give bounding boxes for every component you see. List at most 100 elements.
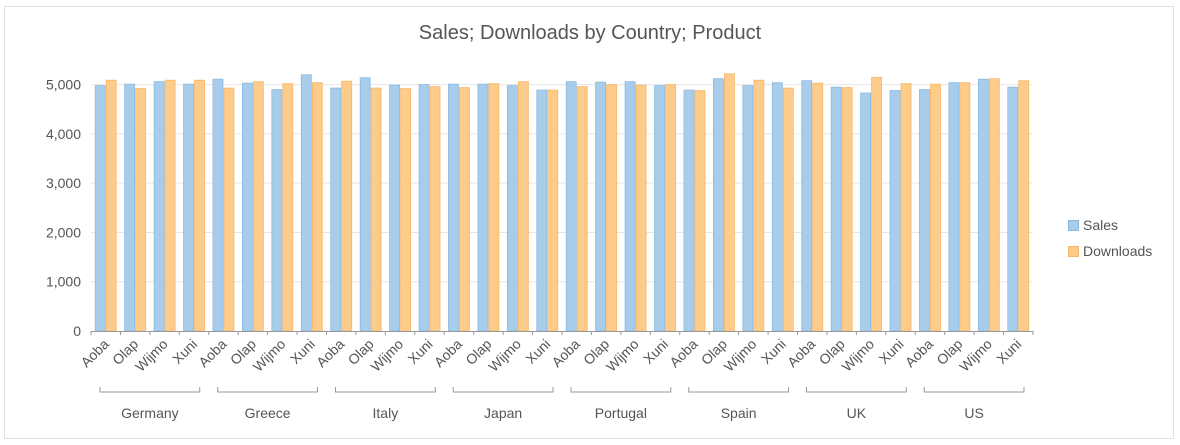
group-bracket <box>688 387 789 393</box>
bar-sales[interactable] <box>212 78 224 332</box>
bar-sales[interactable] <box>153 81 165 332</box>
bar-downloads[interactable] <box>841 87 853 332</box>
bar-downloads[interactable] <box>547 89 559 332</box>
x-tick-label: Aoba <box>548 336 583 371</box>
group-bracket <box>923 387 1025 393</box>
bar-downloads[interactable] <box>635 84 647 332</box>
bar-downloads[interactable] <box>753 79 765 332</box>
bar-sales[interactable] <box>242 82 253 332</box>
bar-sales[interactable] <box>713 78 724 332</box>
bar-sales[interactable] <box>742 85 754 332</box>
legend-item-sales[interactable]: Sales <box>1068 212 1152 238</box>
bar-sales[interactable] <box>183 83 194 332</box>
bar-sales[interactable] <box>771 82 783 332</box>
bar-downloads[interactable] <box>253 81 264 332</box>
group-bracket <box>806 387 907 393</box>
bar-sales[interactable] <box>919 89 930 332</box>
x-tick-label: Aoba <box>77 336 112 371</box>
bar-downloads[interactable] <box>164 79 176 332</box>
bar-downloads[interactable] <box>194 79 205 332</box>
group-label: Spain <box>721 405 757 421</box>
y-tick-label: 5,000 <box>46 77 81 93</box>
bar-downloads[interactable] <box>311 82 323 332</box>
bar-sales[interactable] <box>94 85 106 332</box>
bar-downloads[interactable] <box>282 83 294 332</box>
bar-sales[interactable] <box>654 85 665 332</box>
group-label: UK <box>847 405 867 421</box>
group-bracket <box>99 387 201 393</box>
bar-downloads[interactable] <box>429 86 441 332</box>
bar-sales[interactable] <box>1007 86 1019 332</box>
bar-sales[interactable] <box>977 78 989 332</box>
x-tick-label: Wijmo <box>367 336 406 375</box>
bar-downloads[interactable] <box>517 81 529 332</box>
bar-downloads[interactable] <box>105 79 117 332</box>
x-tick-label: Wijmo <box>721 336 760 375</box>
group-bracket <box>335 387 436 393</box>
bar-sales[interactable] <box>801 80 813 332</box>
chart-title: Sales; Downloads by Country; Product <box>418 22 762 44</box>
x-tick-label: Xuni <box>287 336 318 367</box>
x-tick-label: Xuni <box>993 336 1024 367</box>
bar-downloads[interactable] <box>135 88 147 332</box>
bar-downloads[interactable] <box>459 87 470 332</box>
bar-sales[interactable] <box>359 77 371 332</box>
x-tick-label: Xuni <box>522 336 553 367</box>
legend-item-downloads[interactable]: Downloads <box>1068 238 1152 264</box>
bar-sales[interactable] <box>948 82 960 332</box>
bar-sales[interactable] <box>418 84 430 332</box>
bar-downloads[interactable] <box>900 83 912 332</box>
group-label: Japan <box>484 405 522 421</box>
bar-downloads[interactable] <box>400 88 411 332</box>
group-label: Italy <box>373 405 399 421</box>
x-tick-label: Xuni <box>758 336 789 367</box>
bar-sales[interactable] <box>389 84 400 332</box>
bar-downloads[interactable] <box>988 78 1000 332</box>
y-tick-label: 0 <box>73 323 81 339</box>
bar-sales[interactable] <box>860 92 871 332</box>
bar-sales[interactable] <box>830 86 842 332</box>
bar-downloads[interactable] <box>576 86 588 332</box>
bar-downloads[interactable] <box>223 87 235 332</box>
bar-downloads[interactable] <box>665 84 676 332</box>
bar-sales[interactable] <box>330 87 342 332</box>
bar-sales[interactable] <box>565 81 577 332</box>
bar-sales[interactable] <box>300 74 312 332</box>
bar-downloads[interactable] <box>930 83 941 332</box>
bar-sales[interactable] <box>506 85 518 332</box>
x-tick-label: Wijmo <box>956 336 995 375</box>
bar-downloads[interactable] <box>370 87 382 332</box>
bar-downloads[interactable] <box>694 90 706 332</box>
bar-sales[interactable] <box>624 81 636 332</box>
legend-label-sales: Sales <box>1083 217 1119 233</box>
bar-downloads[interactable] <box>341 80 353 332</box>
bar-sales[interactable] <box>536 89 548 332</box>
bar-sales[interactable] <box>124 83 136 332</box>
bar-sales[interactable] <box>271 89 283 332</box>
legend-swatch-sales <box>1068 219 1079 231</box>
bar-sales[interactable] <box>477 83 489 332</box>
bar-downloads[interactable] <box>959 82 971 332</box>
y-tick-label: 4,000 <box>46 126 81 142</box>
bar-sales[interactable] <box>683 89 695 332</box>
group-bracket <box>217 387 318 393</box>
bar-sales[interactable] <box>595 81 607 332</box>
bar-downloads[interactable] <box>724 73 735 332</box>
group-label: Portugal <box>595 405 647 421</box>
bar-downloads[interactable] <box>782 87 794 332</box>
y-tick-label: 3,000 <box>46 175 81 191</box>
bar-sales[interactable] <box>448 83 459 332</box>
bar-sales[interactable] <box>889 90 901 332</box>
x-tick-label: Wijmo <box>250 336 289 375</box>
bars <box>94 73 1030 332</box>
bar-downloads[interactable] <box>871 76 882 332</box>
group-bracket <box>570 387 672 393</box>
bar-downloads[interactable] <box>488 83 500 332</box>
x-tick-label: Aoba <box>784 336 819 371</box>
x-tick-label: Wijmo <box>485 336 524 375</box>
x-tick-label: Xuni <box>169 336 200 367</box>
bar-downloads[interactable] <box>812 82 824 332</box>
x-tick-label: Xuni <box>876 336 907 367</box>
bar-downloads[interactable] <box>606 84 618 332</box>
bar-downloads[interactable] <box>1018 80 1030 332</box>
